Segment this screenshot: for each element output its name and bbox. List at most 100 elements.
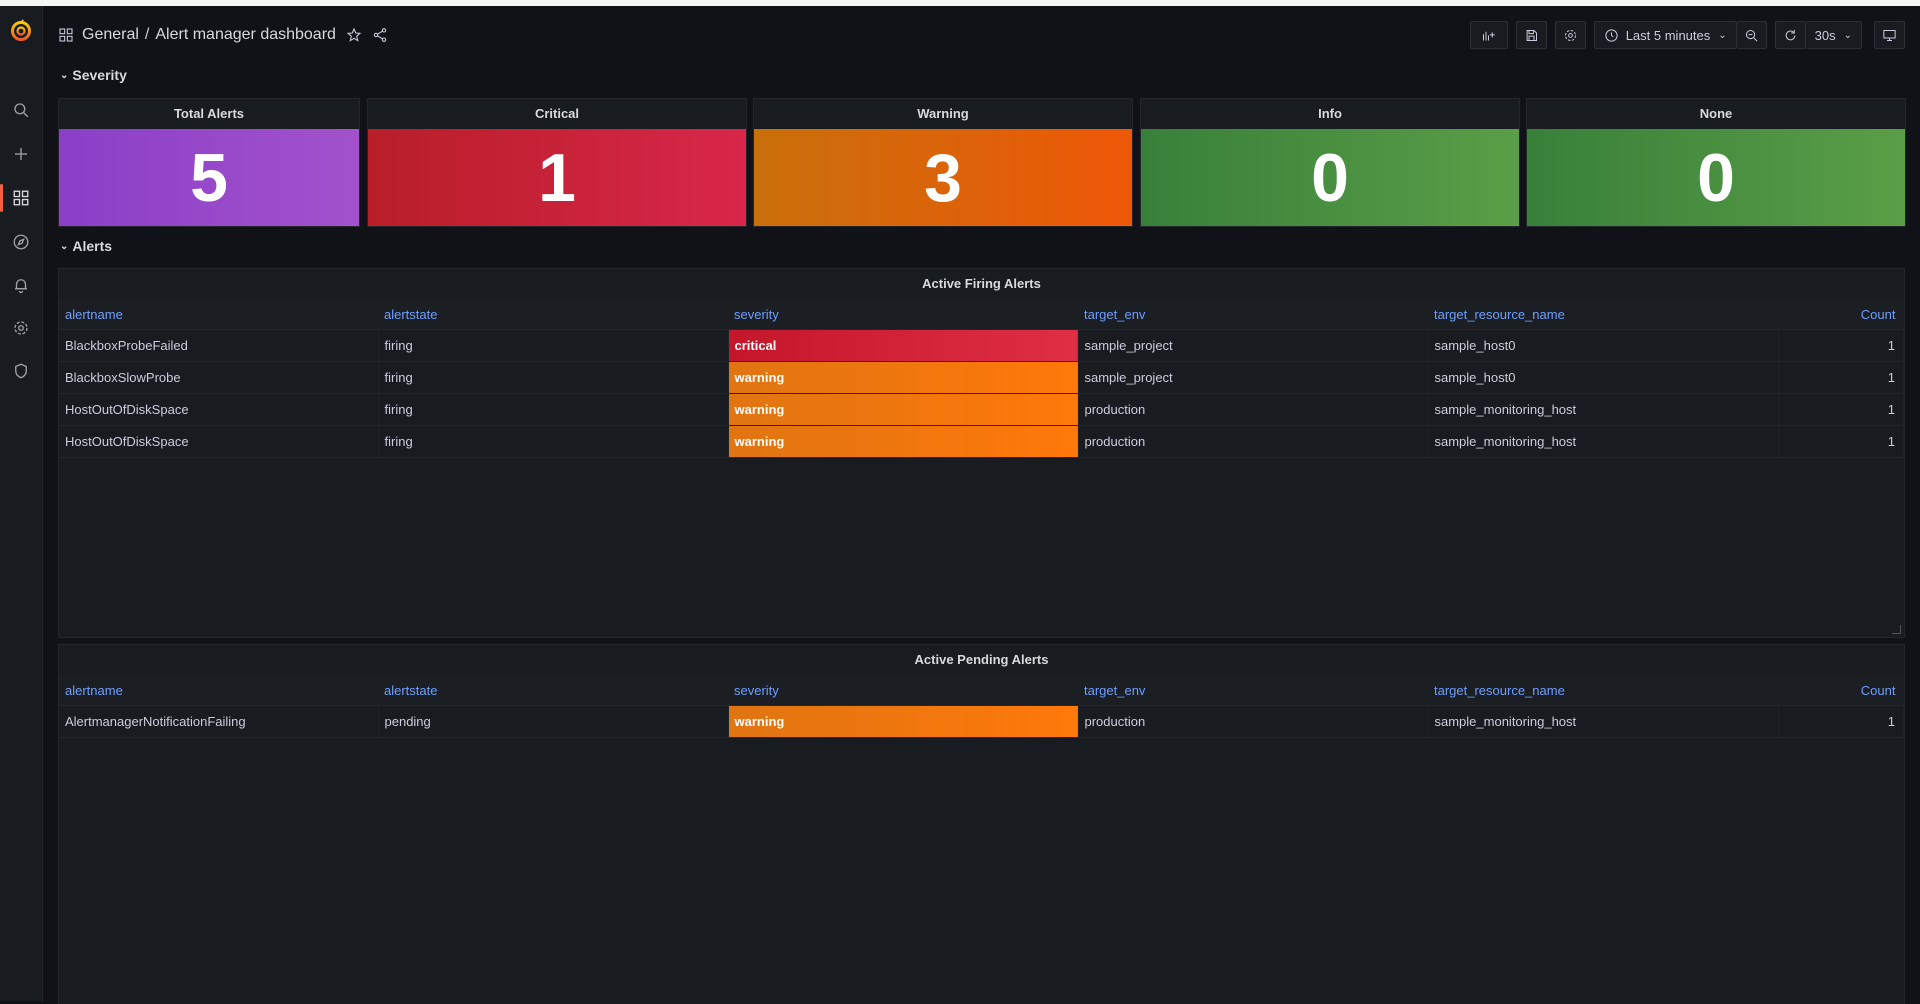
pending-alerts-table: alertname alertstate severity target_env… xyxy=(59,675,1904,738)
refresh-interval-label: 30s xyxy=(1814,27,1836,43)
refresh-interval-picker[interactable]: 30s ⌄ xyxy=(1805,21,1862,49)
add-panel-icon xyxy=(1483,31,1495,40)
cell-alertstate: firing xyxy=(378,425,729,458)
panel-resize-handle[interactable] xyxy=(1892,625,1901,634)
stat-title: None xyxy=(1699,106,1733,121)
cell-alertname: BlackboxProbeFailed xyxy=(59,329,379,362)
time-range-label: Last 5 minutes xyxy=(1625,27,1711,43)
cell-target-resource-name: sample_host0 xyxy=(1428,329,1779,362)
active-firing-alerts-panel: Active Firing Alerts alertname alertstat… xyxy=(58,268,1905,638)
breadcrumb-folder[interactable]: General xyxy=(82,26,139,43)
table-header-row: alertname alertstate severity target_env… xyxy=(59,299,1904,330)
column-header-count[interactable]: Count xyxy=(1778,675,1904,706)
table-header-row: alertname alertstate severity target_env… xyxy=(59,675,1904,706)
table-row: HostOutOfDiskSpace firing warning productio… xyxy=(59,393,1904,426)
stat-warning[interactable]: Warning 3 xyxy=(753,98,1133,227)
tv-mode-button[interactable] xyxy=(1874,21,1905,49)
panel-title: Active Pending Alerts xyxy=(914,652,1049,667)
dashboard-settings-button[interactable] xyxy=(1554,21,1586,49)
search-icon[interactable] xyxy=(11,100,31,120)
cell-target-env: production xyxy=(1078,425,1429,458)
star-icon[interactable] xyxy=(346,27,362,43)
chevron-down-icon: ⌄ xyxy=(1718,29,1727,41)
cell-alertstate: firing xyxy=(378,329,729,362)
breadcrumb: General / Alert manager dashboard xyxy=(58,20,388,50)
stat-title: Warning xyxy=(917,106,969,121)
cell-target-env: sample_project xyxy=(1078,361,1429,394)
column-header-target-env[interactable]: target_env xyxy=(1078,675,1428,706)
row-alerts[interactable]: ⌄ Alerts xyxy=(60,238,112,254)
breadcrumb-separator: / xyxy=(144,26,150,43)
column-header-target-resource-name[interactable]: target_resource_name xyxy=(1428,299,1778,330)
column-header-alertname[interactable]: alertname xyxy=(59,299,378,330)
cell-severity: warning xyxy=(728,705,1079,738)
shield-icon[interactable] xyxy=(11,361,31,381)
stat-info[interactable]: Info 0 xyxy=(1140,98,1520,227)
dashboard-title[interactable]: Alert manager dashboard xyxy=(155,26,336,43)
grafana-logo-icon[interactable] xyxy=(9,18,33,42)
column-header-alertstate[interactable]: alertstate xyxy=(378,299,728,330)
alerting-bell-icon[interactable] xyxy=(11,275,31,295)
column-header-target-env[interactable]: target_env xyxy=(1078,299,1428,330)
gear-icon xyxy=(1564,29,1576,41)
cell-alertstate: firing xyxy=(378,361,729,394)
column-header-alertname[interactable]: alertname xyxy=(59,675,378,706)
firing-alerts-table: alertname alertstate severity target_env… xyxy=(59,299,1904,458)
chevron-down-icon: ⌄ xyxy=(1843,29,1852,41)
cell-severity: warning xyxy=(728,425,1079,458)
save-dashboard-button[interactable] xyxy=(1515,21,1547,49)
chevron-down-icon: ⌄ xyxy=(60,69,69,81)
column-header-target-resource-name[interactable]: target_resource_name xyxy=(1428,675,1778,706)
monitor-icon xyxy=(1883,29,1896,41)
stat-critical[interactable]: Critical 1 xyxy=(367,98,747,227)
plus-icon[interactable] xyxy=(11,144,31,164)
table-row: AlertmanagerNotificationFailing pending wa… xyxy=(59,705,1904,738)
stat-value: 5 xyxy=(59,129,359,226)
table-row: HostOutOfDiskSpace firing warning productio… xyxy=(59,425,1904,458)
cell-count: 1 xyxy=(1778,361,1904,394)
column-header-severity[interactable]: severity xyxy=(728,675,1078,706)
side-nav xyxy=(0,6,43,1001)
time-range-picker[interactable]: Last 5 minutes ⌄ xyxy=(1593,21,1737,49)
row-alerts-label: Alerts xyxy=(72,238,113,254)
cell-target-resource-name: sample_monitoring_host xyxy=(1428,705,1779,738)
cell-target-resource-name: sample_host0 xyxy=(1428,361,1779,394)
cell-severity: warning xyxy=(728,361,1079,394)
cell-alertname: BlackboxSlowProbe xyxy=(59,361,379,394)
stat-title: Total Alerts xyxy=(173,106,245,121)
add-panel-button[interactable] xyxy=(1469,21,1508,49)
share-icon[interactable] xyxy=(372,27,388,43)
stat-title: Critical xyxy=(534,106,580,121)
explore-compass-icon[interactable] xyxy=(11,232,31,252)
zoom-out-icon xyxy=(1745,29,1758,41)
dashboards-grid-icon xyxy=(58,27,74,43)
cell-target-resource-name: sample_monitoring_host xyxy=(1428,393,1779,426)
dashboards-icon[interactable] xyxy=(0,184,31,212)
column-header-severity[interactable]: severity xyxy=(728,299,1078,330)
zoom-out-button[interactable] xyxy=(1736,21,1767,49)
cell-count: 1 xyxy=(1778,329,1904,362)
stat-value: 3 xyxy=(754,129,1132,226)
stat-total-alerts[interactable]: Total Alerts 5 xyxy=(58,98,360,227)
settings-gear-icon[interactable] xyxy=(11,318,31,338)
stat-value: 1 xyxy=(368,129,746,226)
save-icon xyxy=(1526,29,1537,41)
cell-alertname: AlertmanagerNotificationFailing xyxy=(59,705,379,738)
row-severity-label: Severity xyxy=(72,67,127,83)
cell-count: 1 xyxy=(1778,393,1904,426)
cell-alertname: HostOutOfDiskSpace xyxy=(59,425,379,458)
dashboard-nav: General / Alert manager dashboard Last 5… xyxy=(58,20,1920,50)
refresh-button[interactable] xyxy=(1774,21,1806,49)
stat-title: Info xyxy=(1318,106,1342,121)
cell-target-env: sample_project xyxy=(1078,329,1429,362)
stat-none[interactable]: None 0 xyxy=(1526,98,1906,227)
cell-alertstate: firing xyxy=(378,393,729,426)
column-header-alertstate[interactable]: alertstate xyxy=(378,675,728,706)
cell-severity: critical xyxy=(728,329,1079,362)
row-severity[interactable]: ⌄ Severity xyxy=(60,67,127,83)
active-pending-alerts-panel: Active Pending Alerts alertname alertsta… xyxy=(58,644,1905,1004)
browser-top-strip xyxy=(0,0,1920,6)
cell-count: 1 xyxy=(1778,425,1904,458)
column-header-count[interactable]: Count xyxy=(1778,299,1904,330)
stat-value: 0 xyxy=(1527,129,1905,226)
